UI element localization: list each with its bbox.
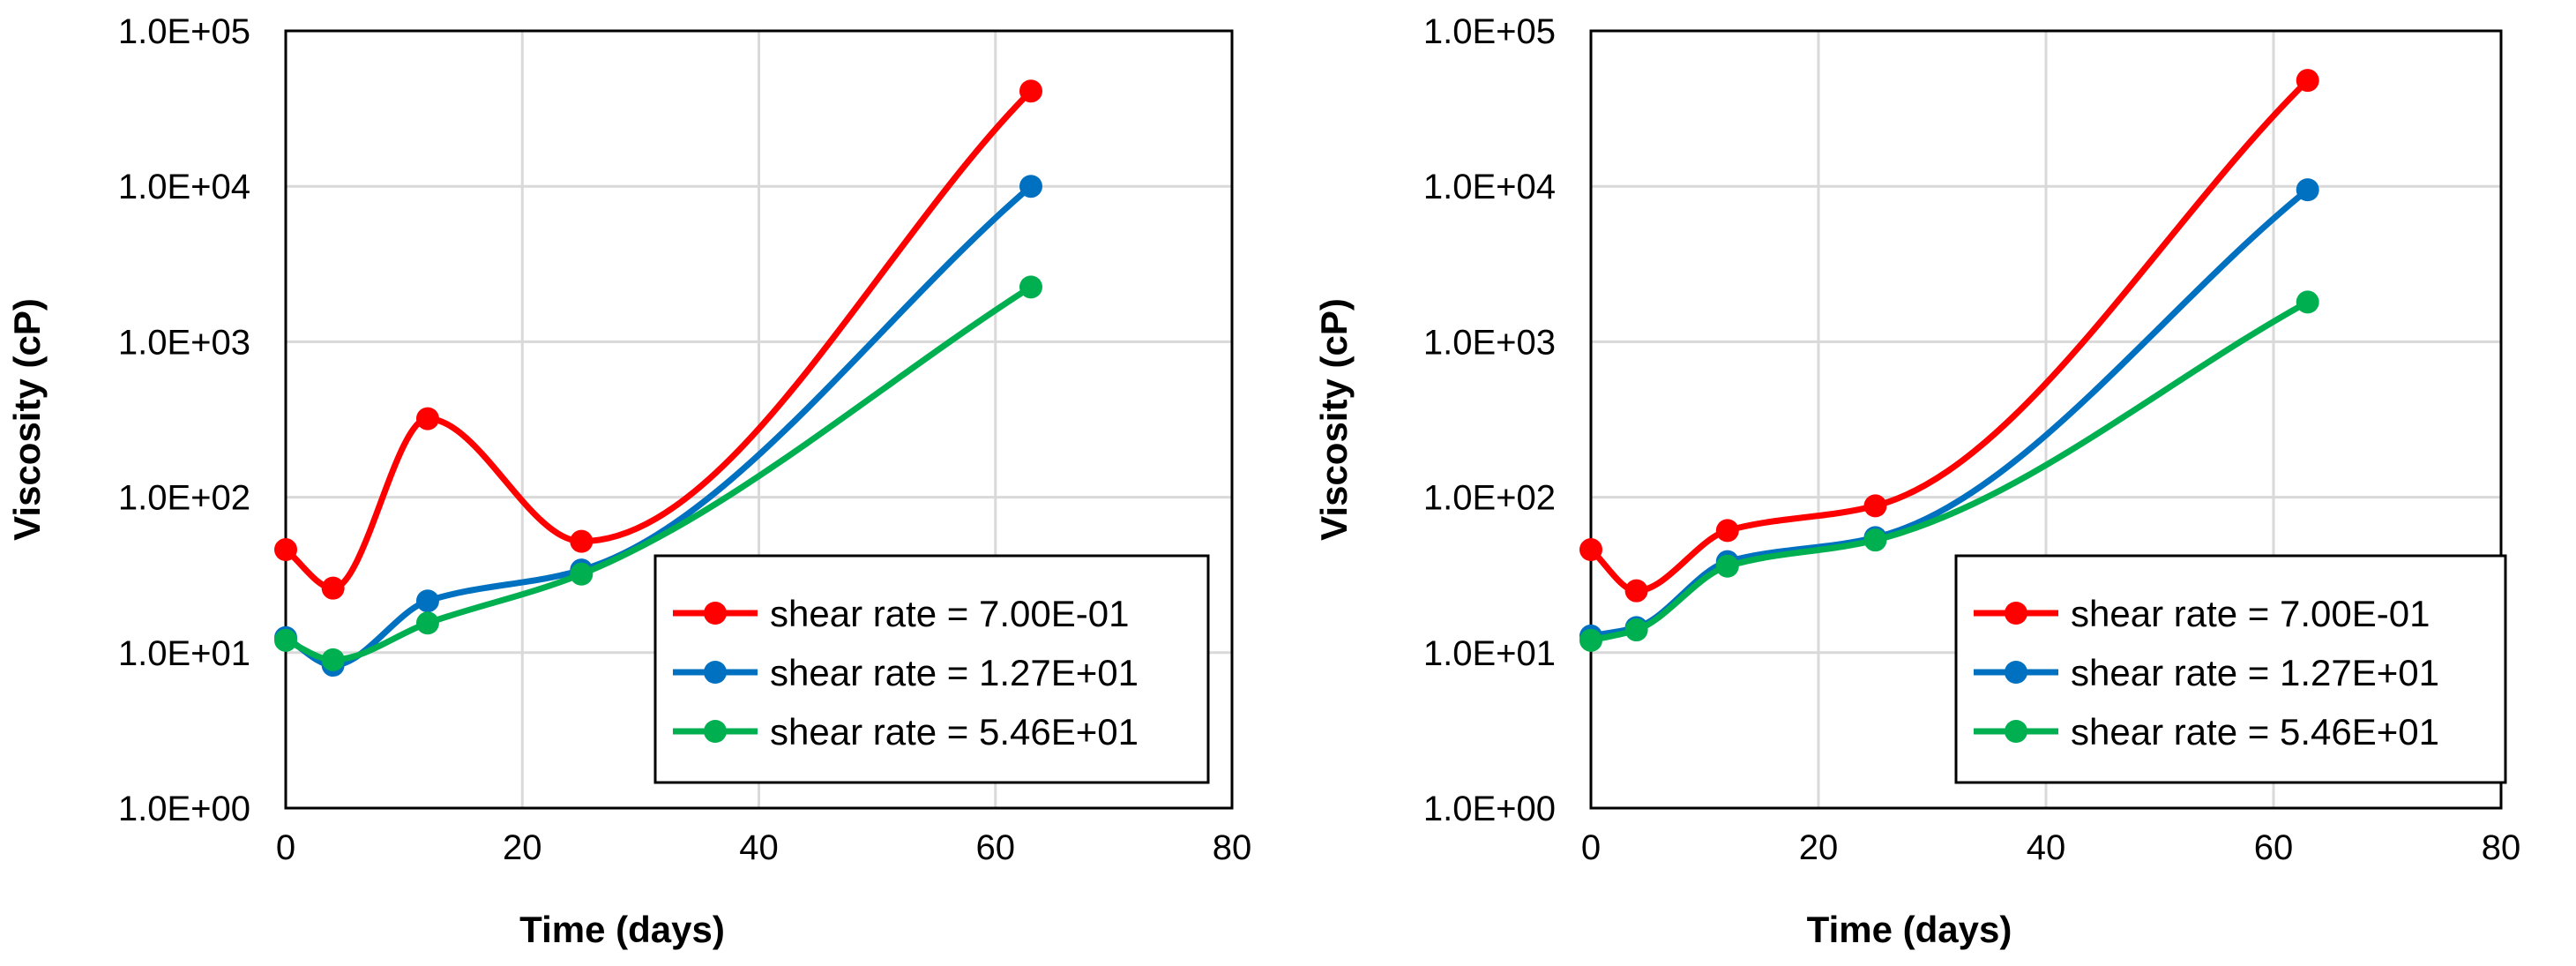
legend: shear rate = 7.00E-01 shear rate = 1.27E+… bbox=[1954, 554, 2507, 784]
legend-swatch-marker bbox=[704, 720, 727, 743]
x-tick-label: 80 bbox=[1213, 828, 1252, 867]
legend-label: shear rate = 7.00E-01 bbox=[2071, 593, 2430, 634]
series-3 bbox=[274, 275, 1042, 671]
legend-label: shear rate = 1.27E+01 bbox=[2071, 652, 2439, 693]
data-point bbox=[415, 611, 439, 635]
legend-entry: shear rate = 7.00E-01 bbox=[673, 593, 1129, 634]
legend-swatch-marker bbox=[2005, 720, 2027, 743]
y-tick-label: 1.0E+05 bbox=[118, 12, 250, 51]
legend-entry: shear rate = 7.00E-01 bbox=[1974, 593, 2430, 634]
data-point bbox=[1715, 519, 1739, 543]
y-axis-title: Viscosity (cP) bbox=[1313, 298, 1355, 541]
legend-swatch-marker bbox=[704, 602, 727, 625]
legend: shear rate = 7.00E-01 shear rate = 1.27E+… bbox=[653, 554, 1210, 784]
data-point bbox=[2296, 290, 2319, 314]
x-tick-label: 0 bbox=[1581, 828, 1601, 867]
y-tick-label: 1.0E+03 bbox=[1423, 323, 1556, 362]
legend-swatch-marker bbox=[2005, 602, 2027, 625]
x-tick-label: 0 bbox=[276, 828, 295, 867]
data-point bbox=[1019, 175, 1042, 198]
legend-entry: shear rate = 5.46E+01 bbox=[1974, 711, 2439, 753]
gridlines bbox=[286, 31, 1232, 808]
y-tick-label: 1.0E+04 bbox=[118, 168, 250, 206]
legend-swatch-marker bbox=[2005, 661, 2027, 684]
legend-label: shear rate = 5.46E+01 bbox=[770, 711, 1139, 753]
legend-entry: shear rate = 1.27E+01 bbox=[673, 652, 1139, 693]
series-1 bbox=[1579, 69, 2319, 603]
data-point bbox=[274, 628, 297, 652]
chart-2: 0 20 40 60 80 1.0E+00 1.0E+01 1.0E+02 1.0E+03 1.0… bbox=[1313, 12, 2520, 950]
y-axis-title: Viscosity (cP) bbox=[6, 298, 48, 541]
data-point bbox=[1579, 628, 1602, 652]
x-tick-label: 80 bbox=[2482, 828, 2521, 867]
x-tick-label: 20 bbox=[1799, 828, 1839, 867]
plot-area-frame bbox=[284, 29, 1234, 810]
x-tick-label: 20 bbox=[503, 828, 542, 867]
data-point bbox=[570, 562, 594, 586]
data-point bbox=[415, 407, 439, 431]
chart-1: 0 20 40 60 80 1.0E+00 1.0E+01 1.0E+02 1.0E+03 1.0… bbox=[6, 12, 1251, 950]
x-axis-title: Time (days) bbox=[1807, 909, 2012, 950]
data-point bbox=[274, 538, 297, 562]
data-point bbox=[2296, 69, 2319, 93]
x-tick-label: 60 bbox=[2254, 828, 2294, 867]
legend-entry: shear rate = 5.46E+01 bbox=[673, 711, 1139, 753]
data-point bbox=[1624, 618, 1648, 642]
legend-label: shear rate = 5.46E+01 bbox=[2071, 711, 2439, 753]
legend-swatch-marker bbox=[704, 661, 727, 684]
data-point bbox=[570, 529, 594, 553]
y-tick-label: 1.0E+01 bbox=[118, 634, 250, 673]
data-point bbox=[1863, 494, 1887, 518]
data-point bbox=[321, 576, 345, 600]
data-point bbox=[1579, 538, 1602, 562]
data-point bbox=[1624, 579, 1648, 603]
data-point bbox=[321, 648, 345, 671]
y-tick-label: 1.0E+05 bbox=[1423, 12, 1556, 51]
data-point bbox=[1863, 528, 1887, 552]
series-line bbox=[282, 87, 1034, 592]
x-tick-label: 40 bbox=[2027, 828, 2066, 867]
legend-entry: shear rate = 1.27E+01 bbox=[1974, 652, 2439, 693]
y-tick-label: 1.0E+04 bbox=[1423, 168, 1556, 206]
data-point bbox=[1715, 554, 1739, 578]
y-tick-label: 1.0E+02 bbox=[118, 479, 250, 518]
data-point bbox=[415, 589, 439, 613]
legend-label: shear rate = 7.00E-01 bbox=[770, 593, 1129, 634]
series-3 bbox=[1579, 290, 2319, 652]
y-tick-label: 1.0E+03 bbox=[118, 323, 250, 362]
x-tick-label: 60 bbox=[976, 828, 1016, 867]
data-point bbox=[1019, 275, 1042, 299]
y-tick-label: 1.0E+00 bbox=[118, 790, 250, 828]
y-tick-label: 1.0E+02 bbox=[1423, 479, 1556, 518]
x-axis-title: Time (days) bbox=[519, 909, 725, 950]
data-point bbox=[2296, 178, 2319, 202]
y-tick-label: 1.0E+00 bbox=[1423, 790, 1556, 828]
x-tick-label: 40 bbox=[739, 828, 779, 867]
data-point bbox=[1019, 79, 1042, 103]
plot-area-frame bbox=[1589, 29, 2503, 810]
legend-label: shear rate = 1.27E+01 bbox=[770, 652, 1139, 693]
series-1 bbox=[274, 79, 1042, 600]
y-tick-label: 1.0E+01 bbox=[1423, 634, 1556, 673]
